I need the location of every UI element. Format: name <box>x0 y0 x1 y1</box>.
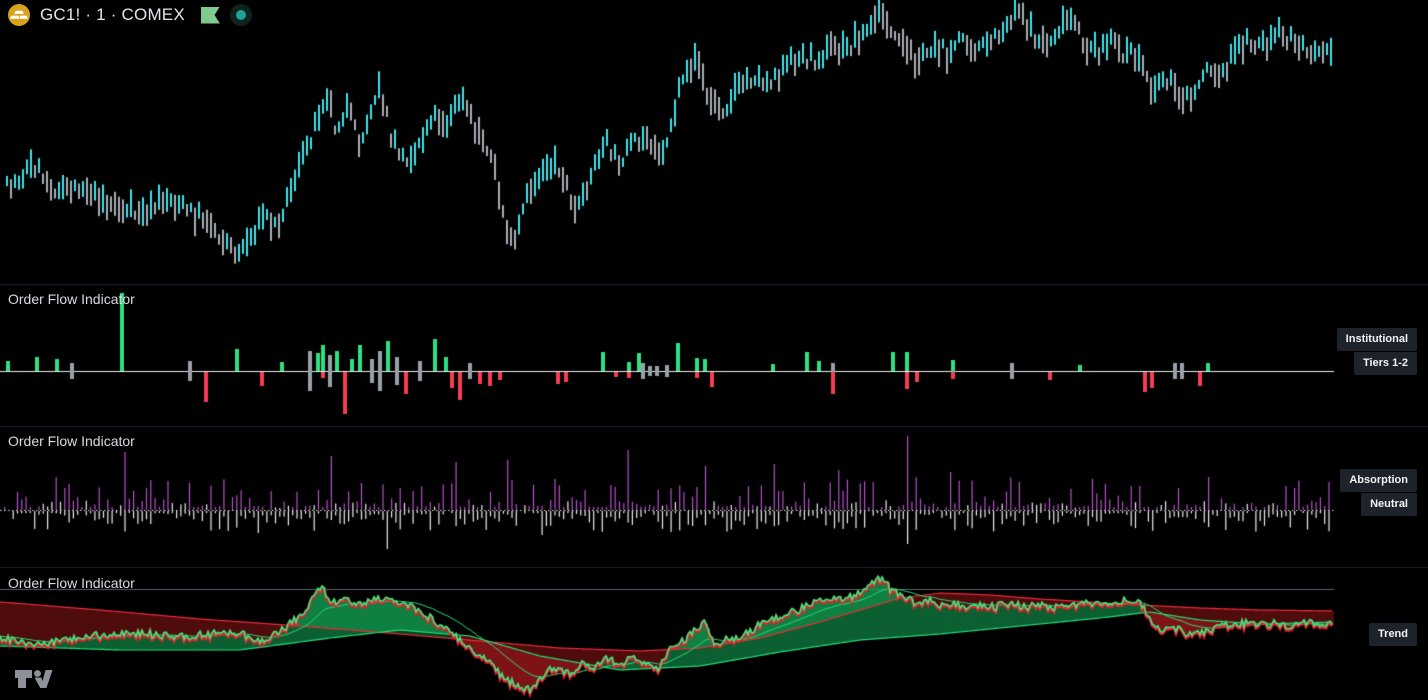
axis-labels-pane2: Institutional Tiers 1-2 <box>1336 328 1417 375</box>
axis-label-absorption: Absorption <box>1340 469 1417 492</box>
flag-icon[interactable] <box>200 6 220 24</box>
tradingview-logo[interactable] <box>12 664 54 692</box>
gold-ingots-icon <box>8 4 30 26</box>
axis-labels-pane4: Trend <box>1369 623 1417 646</box>
axis-label-tiers: Tiers 1-2 <box>1353 352 1417 375</box>
axis-label-trend: Trend <box>1369 623 1417 646</box>
pane-title-trend[interactable]: Order Flow Indicator <box>8 575 135 591</box>
axis-label-institutional: Institutional <box>1336 328 1417 351</box>
pane-title-absorption[interactable]: Order Flow Indicator <box>8 433 135 449</box>
pane-title-institutional[interactable]: Order Flow Indicator <box>8 291 135 307</box>
symbol-header: GC1! · 1 · COMEX <box>8 4 252 26</box>
market-status-icon[interactable] <box>229 4 252 26</box>
symbol-title[interactable]: GC1! · 1 · COMEX <box>40 5 185 24</box>
axis-labels-pane3: Absorption Neutral <box>1340 469 1417 516</box>
axis-label-neutral: Neutral <box>1361 493 1417 516</box>
